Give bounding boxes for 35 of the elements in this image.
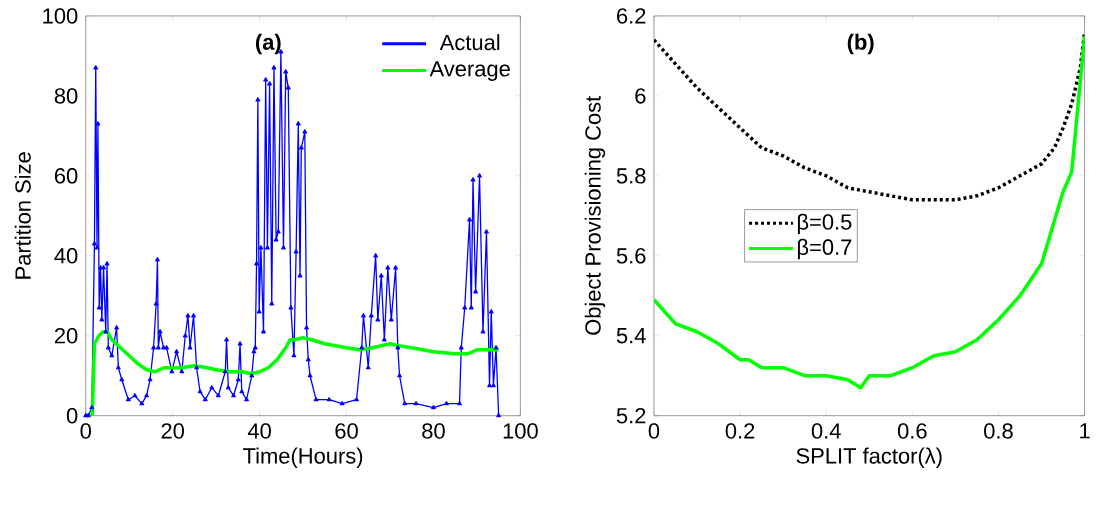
x-tick-label: 0.6: [897, 422, 927, 439]
y-tick-label: 20: [54, 327, 78, 344]
x-axis-title: Time(Hours): [243, 447, 363, 468]
legend-label: Actual: [439, 33, 500, 51]
x-tick-label: 0.2: [725, 422, 755, 439]
legend-label: Average: [429, 61, 510, 81]
y-tick-label: 5.2: [616, 407, 646, 424]
y-axis-title: Partition Size: [14, 152, 31, 279]
y-tick-label: 5.6: [616, 247, 646, 264]
y-tick-label: 6: [635, 87, 646, 104]
y-tick-label: 80: [54, 87, 78, 104]
line-series: [653, 33, 1085, 390]
y-tick-label: 100: [43, 7, 78, 24]
x-tick-label: 0: [648, 422, 660, 439]
x-tick-label: 1: [1080, 423, 1090, 439]
x-tick-label: 0.8: [984, 422, 1013, 439]
x-axis-title: SPLIT factor(λ): [796, 447, 942, 468]
y-tick-label: 40: [54, 247, 78, 264]
y-tick-label: 60: [54, 167, 78, 184]
y-tick-label: 5.4: [616, 327, 646, 344]
x-tick-label: 80: [422, 422, 445, 439]
legend-label: β=0.5: [797, 213, 852, 234]
text: (a): [255, 33, 281, 54]
legend-label: β=0.7: [797, 238, 852, 260]
x-tick-label: 100: [503, 422, 538, 439]
x-tick-label: 20: [161, 422, 184, 439]
text: (b): [847, 33, 874, 54]
x-tick-label: 40: [247, 422, 271, 439]
y-tick-label: 5.8: [616, 167, 646, 184]
x-tick-label: 0.4: [811, 422, 841, 439]
x-tick-label: 60: [335, 422, 358, 439]
x-tick-label: 0: [80, 422, 91, 439]
y-tick-label: 0: [66, 407, 78, 424]
y-axis-title: Object Provisioning Cost: [584, 95, 606, 335]
y-tick-label: 6.2: [617, 7, 646, 24]
